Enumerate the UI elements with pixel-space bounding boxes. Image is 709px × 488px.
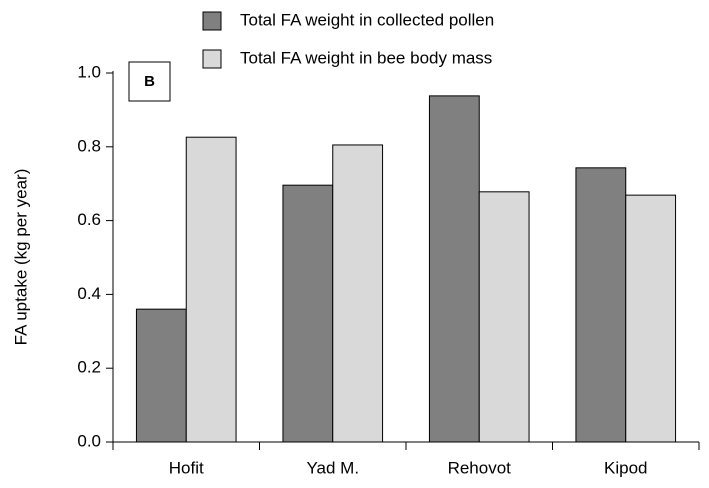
panel-label: B: [144, 73, 155, 90]
y-tick-label: 0.2: [77, 358, 101, 377]
panel-label-box: [128, 61, 171, 102]
x-tick-label: Hofit: [169, 458, 204, 477]
legend-label: Total FA weight in collected pollen: [240, 10, 494, 29]
legend-swatch: [202, 49, 222, 69]
bar: [135, 308, 187, 443]
bar: [332, 144, 384, 443]
legend-swatch: [202, 11, 222, 31]
y-tick-label: 0.0: [77, 431, 101, 450]
y-axis-label: FA uptake (kg per year): [11, 169, 30, 346]
bar: [478, 191, 530, 443]
bar: [575, 167, 627, 443]
bar: [625, 194, 677, 443]
x-tick-label: Yad M.: [306, 458, 359, 477]
y-tick-label: 0.6: [77, 210, 101, 229]
y-tick-label: 0.4: [77, 284, 101, 303]
legend-label: Total FA weight in bee body mass: [240, 48, 492, 67]
bar: [185, 136, 237, 443]
y-tick-label: 1.0: [77, 62, 101, 81]
bar: [428, 95, 480, 443]
x-tick-label: Rehovot: [448, 458, 512, 477]
x-tick-label: Kipod: [604, 458, 647, 477]
bar: [282, 184, 334, 443]
y-tick-label: 0.8: [77, 136, 101, 155]
